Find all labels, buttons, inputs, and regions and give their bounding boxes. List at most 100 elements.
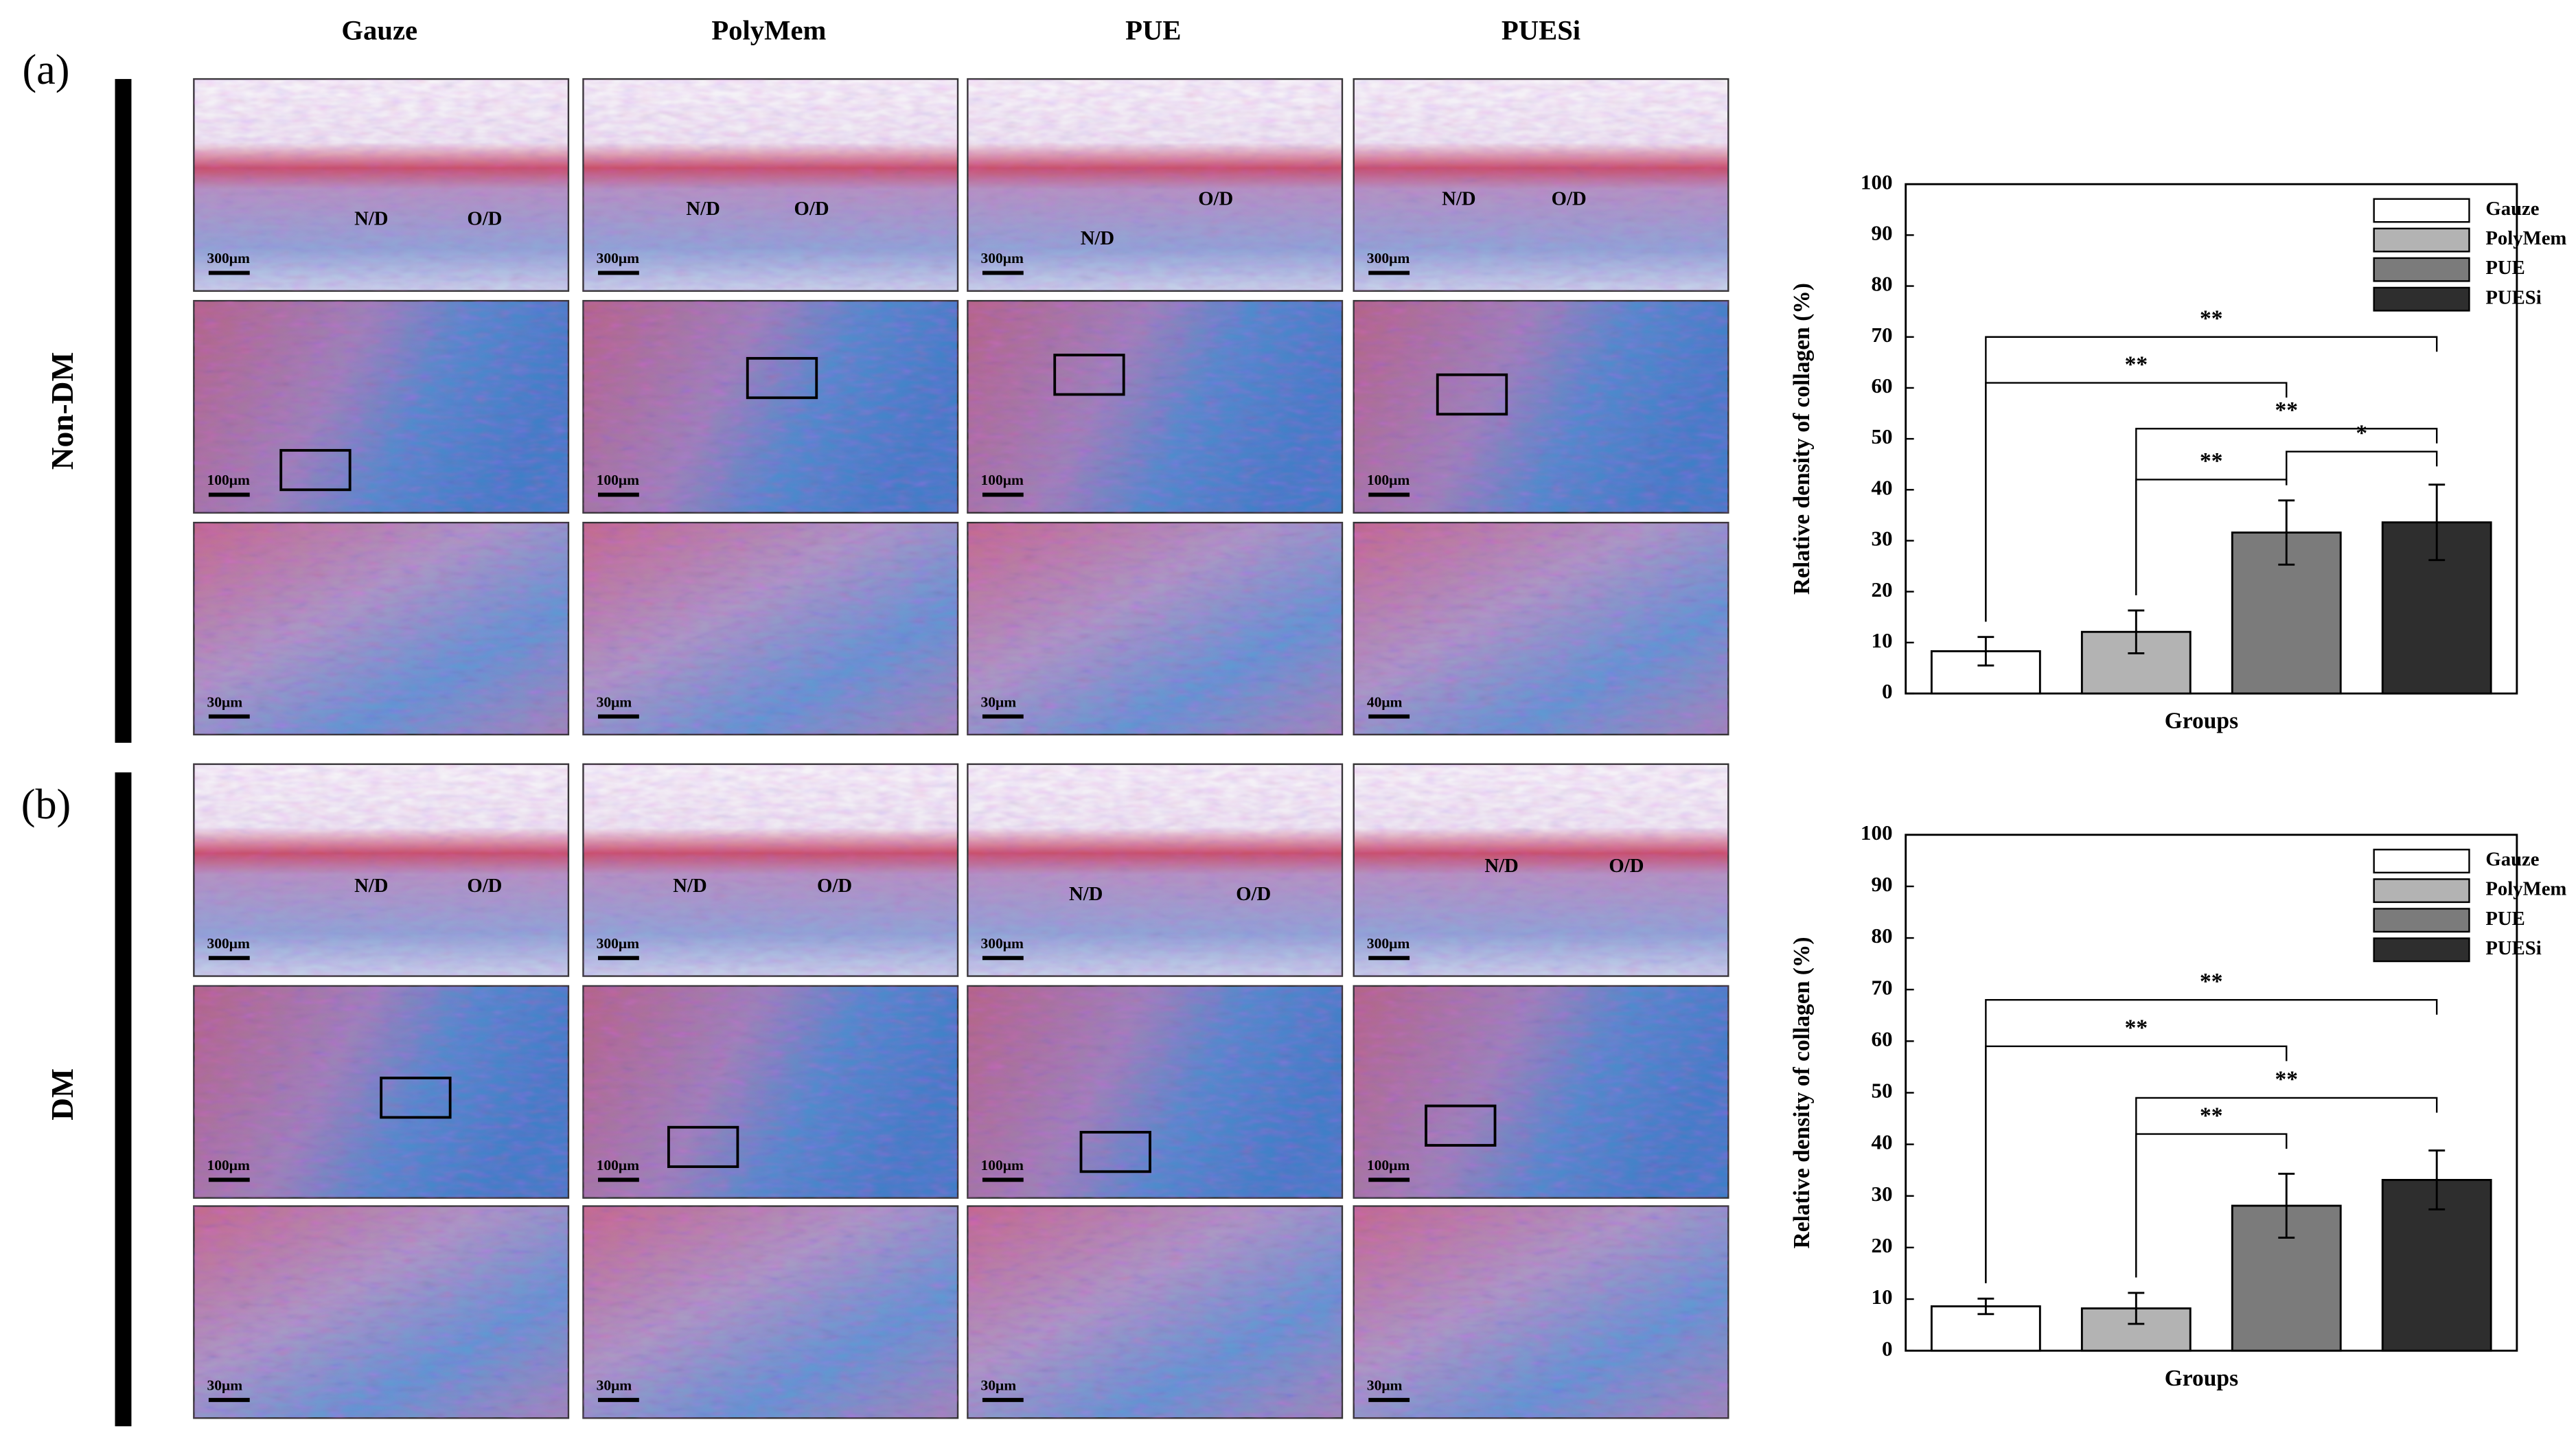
- row-group-label: Non-DM: [45, 352, 80, 470]
- y-tick-label: 40: [1871, 475, 1892, 499]
- significance-label: **: [2125, 352, 2148, 377]
- y-tick-label: 10: [1871, 628, 1892, 652]
- histology-texture: [1353, 1206, 1729, 1419]
- region-label: O/D: [817, 875, 852, 897]
- histology-texture: [967, 301, 1342, 513]
- scale-bar-label: 300μm: [1367, 250, 1410, 266]
- scale-bar-label: 100μm: [207, 1157, 250, 1173]
- scale-bar-label: 30μm: [597, 693, 632, 710]
- scale-bar-label: 40μm: [1367, 693, 1403, 710]
- bar: [2381, 1179, 2492, 1352]
- region-label: N/D: [1484, 855, 1518, 877]
- inset-box: [279, 448, 352, 492]
- significance-bracket: [2135, 479, 2288, 595]
- y-tick-label: 0: [1882, 679, 1893, 703]
- significance-bracket: [1985, 382, 2288, 622]
- significance-label: *: [2356, 420, 2367, 446]
- y-tick-label: 30: [1871, 527, 1892, 551]
- scale-bar-label: 100μm: [981, 1157, 1024, 1173]
- histology-texture: [583, 301, 958, 513]
- inset-box: [1436, 373, 1508, 416]
- y-tick-label: 80: [1871, 924, 1892, 948]
- y-tick-label: 40: [1871, 1130, 1892, 1154]
- scale-bar-label: 30μm: [207, 1377, 243, 1394]
- scale-bar-label: 30μm: [207, 693, 243, 710]
- y-tick-label: 50: [1871, 1079, 1892, 1103]
- scale-bar-label: 300μm: [207, 250, 250, 266]
- histology-texture: [194, 79, 568, 291]
- y-tick-label: 20: [1871, 577, 1892, 601]
- error-bar: [2428, 483, 2446, 562]
- histology-texture: [583, 79, 958, 291]
- legend-swatch: [2373, 908, 2470, 933]
- legend-label: PolyMem: [2485, 878, 2566, 900]
- scale-bar-label: 100μm: [1367, 1157, 1410, 1173]
- legend-swatch: [2373, 227, 2470, 253]
- error-bar: [2428, 1149, 2446, 1211]
- region-label: O/D: [1198, 188, 1233, 210]
- legend-swatch: [2373, 878, 2470, 904]
- panel-label: (b): [21, 781, 71, 828]
- region-label: N/D: [673, 875, 706, 897]
- legend-swatch: [2373, 286, 2470, 312]
- significance-bracket: [2135, 1133, 2288, 1278]
- region-label: N/D: [1069, 883, 1103, 905]
- group-bar: [115, 772, 132, 1427]
- significance-label: **: [2275, 1067, 2299, 1092]
- significance-label: **: [2200, 1103, 2223, 1128]
- column-header: PolyMem: [711, 14, 826, 45]
- scale-bar-label: 100μm: [597, 472, 639, 488]
- y-tick-label: 70: [1871, 975, 1892, 999]
- y-tick-label: 80: [1871, 272, 1892, 296]
- histology-texture: [194, 523, 568, 735]
- region-label: N/D: [354, 207, 388, 229]
- column-header: Gauze: [341, 14, 417, 45]
- histology-texture: [583, 985, 958, 1198]
- panel-label: (a): [22, 47, 69, 93]
- scale-bar-label: 100μm: [1367, 472, 1410, 488]
- error-bar: [1977, 636, 1994, 667]
- histology-texture: [194, 301, 568, 513]
- y-tick-label: 50: [1871, 424, 1892, 448]
- histology-texture: [967, 79, 1342, 291]
- legend-swatch: [2373, 198, 2470, 223]
- error-bar: [2278, 1172, 2295, 1239]
- inset-box: [1053, 354, 1125, 396]
- region-label: N/D: [354, 875, 388, 897]
- significance-bracket: [2286, 450, 2438, 485]
- error-bar: [2278, 499, 2295, 566]
- inset-box: [667, 1125, 739, 1169]
- region-label: O/D: [467, 207, 502, 229]
- histology-texture: [967, 764, 1342, 976]
- legend-swatch: [2373, 937, 2470, 963]
- legend-label: PolyMem: [2485, 227, 2566, 249]
- y-tick-label: 60: [1871, 374, 1892, 398]
- region-label: N/D: [686, 198, 720, 220]
- y-tick-label: 20: [1871, 1233, 1892, 1257]
- scale-bar-label: 300μm: [981, 250, 1024, 266]
- scale-bar-label: 300μm: [597, 250, 639, 266]
- region-label: N/D: [1442, 188, 1475, 210]
- y-tick-label: 0: [1882, 1336, 1893, 1360]
- column-header: PUESi: [1502, 14, 1580, 45]
- scale-bar-label: 300μm: [597, 935, 639, 952]
- histology-texture: [967, 523, 1342, 735]
- inset-box: [1425, 1104, 1497, 1147]
- histology-texture: [1353, 985, 1729, 1198]
- y-tick-label: 70: [1871, 323, 1892, 347]
- significance-label: **: [2200, 969, 2223, 994]
- scale-bar-label: 100μm: [981, 472, 1024, 488]
- y-axis-label: Relative density of collagen (%): [1789, 937, 1815, 1248]
- histology-texture: [1353, 79, 1729, 291]
- region-label: N/D: [1081, 227, 1114, 249]
- legend-swatch: [2373, 849, 2470, 874]
- row-group-label: DM: [45, 1068, 80, 1121]
- histology-texture: [967, 1206, 1342, 1419]
- inset-box: [746, 356, 818, 400]
- region-label: O/D: [1609, 855, 1644, 877]
- x-axis-label: Groups: [2165, 709, 2238, 734]
- scale-bar-label: 30μm: [981, 1377, 1017, 1394]
- scale-bar-label: 30μm: [981, 693, 1017, 710]
